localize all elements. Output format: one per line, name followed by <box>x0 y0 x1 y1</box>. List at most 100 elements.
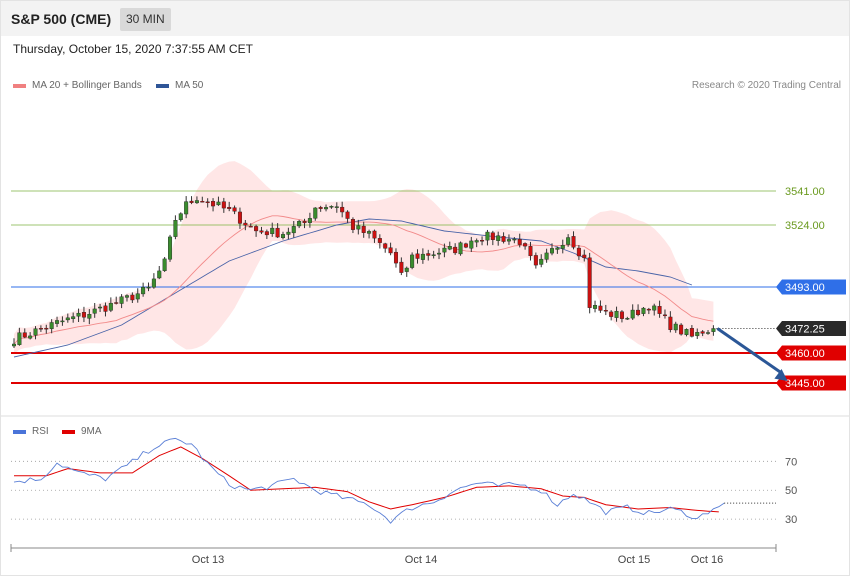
candle-body <box>130 294 135 301</box>
candle-body <box>211 201 216 207</box>
candle-body <box>103 305 108 312</box>
candle-body <box>168 236 173 260</box>
candle-body <box>151 278 156 288</box>
chart-header: S&P 500 (CME) 30 MIN <box>1 1 849 36</box>
level-label-4: 3445.00 <box>785 378 825 390</box>
level-label-0: 3541.00 <box>785 186 825 198</box>
legend-9ma-swatch <box>62 429 75 434</box>
candle-body <box>44 327 49 330</box>
last-price-label: 3472.25 <box>785 324 825 336</box>
candle-body <box>157 270 162 279</box>
candle-body <box>248 225 253 228</box>
candle-body <box>506 239 511 242</box>
level-label-2: 3493.00 <box>785 282 825 294</box>
candle-body <box>657 306 662 314</box>
candle-body <box>641 307 646 314</box>
candle-body <box>17 332 22 345</box>
candle-body <box>114 302 119 304</box>
candle-body <box>700 331 705 334</box>
candle-body <box>22 332 27 338</box>
candle-body <box>673 323 678 331</box>
candle-body <box>135 293 140 300</box>
interval-button[interactable]: 30 MIN <box>120 8 171 31</box>
last-price-tag <box>776 321 846 336</box>
candle-body <box>684 329 689 335</box>
candle-body <box>458 242 463 255</box>
symbol-title: S&P 500 (CME) <box>11 11 112 27</box>
candle-body <box>372 230 377 239</box>
candle-body <box>55 320 60 324</box>
bollinger-bands <box>14 161 714 354</box>
candle-body <box>334 206 339 208</box>
legend-ma20: MA 20 + Bollinger Bands <box>13 80 142 91</box>
candle-body <box>243 222 248 226</box>
candle-body <box>437 252 442 255</box>
legend-ma50-swatch <box>156 83 169 88</box>
candle-body <box>38 328 43 330</box>
candle-body <box>302 221 307 224</box>
legend-ma20-label: MA 20 + Bollinger Bands <box>32 80 142 91</box>
legend-rsi-label: RSI <box>32 426 49 437</box>
candle-body <box>178 213 183 220</box>
level-tag-3 <box>776 345 846 361</box>
candle-body <box>523 243 528 247</box>
candle-body <box>706 332 711 334</box>
candle-body <box>431 254 436 256</box>
legend-ma50-label: MA 50 <box>175 80 204 91</box>
candle-body <box>550 248 555 254</box>
candle-body <box>345 211 350 219</box>
candle-body <box>307 218 312 223</box>
candle-body <box>60 320 65 323</box>
candle-body <box>399 261 404 273</box>
candle-body <box>501 236 506 242</box>
candle-body <box>636 309 641 316</box>
candle-body <box>566 237 571 245</box>
candle-body <box>619 311 624 319</box>
candle-body <box>146 286 151 289</box>
candle-body <box>162 258 167 271</box>
candle-body <box>92 308 97 314</box>
candle-body <box>603 309 608 312</box>
candle-body <box>65 317 70 321</box>
x-tick-label-0: Oct 13 <box>192 554 224 566</box>
candle-body <box>528 246 533 257</box>
candle-body <box>281 234 286 239</box>
candle-body <box>356 225 361 230</box>
candle-body <box>270 227 275 235</box>
legend-ma50: MA 50 <box>156 80 203 91</box>
candle-body <box>490 232 495 240</box>
candle-body <box>286 231 291 235</box>
candle-body <box>576 247 581 257</box>
candle-body <box>329 206 334 208</box>
candle-body <box>259 230 264 233</box>
candle-body <box>275 227 280 238</box>
candle-body <box>593 305 598 309</box>
candle-body <box>141 286 146 295</box>
legend-9ma-label: 9MA <box>81 426 102 437</box>
candle-body <box>194 200 199 204</box>
candle-body <box>264 231 269 236</box>
candle-body <box>318 207 323 209</box>
candle-body <box>453 246 458 254</box>
candle-body <box>11 343 16 347</box>
candle-body <box>415 253 420 259</box>
candle-body <box>227 206 232 209</box>
candle-body <box>662 314 667 317</box>
candle-body <box>426 253 431 256</box>
legend-rsi: RSI <box>13 426 49 437</box>
legend-ma20-swatch <box>13 83 26 88</box>
candle-body <box>582 254 587 259</box>
candle-body <box>560 245 565 249</box>
candle-body <box>28 335 33 339</box>
candle-body <box>420 253 425 260</box>
candle-body <box>297 221 302 227</box>
candle-body <box>383 243 388 249</box>
legend-9ma: 9MA <box>62 426 102 437</box>
candle-body <box>254 226 259 232</box>
rsi-line <box>13 437 725 524</box>
candle-body <box>609 311 614 317</box>
candle-body <box>291 226 296 234</box>
candle-body <box>189 200 194 203</box>
candle-body <box>237 211 242 224</box>
